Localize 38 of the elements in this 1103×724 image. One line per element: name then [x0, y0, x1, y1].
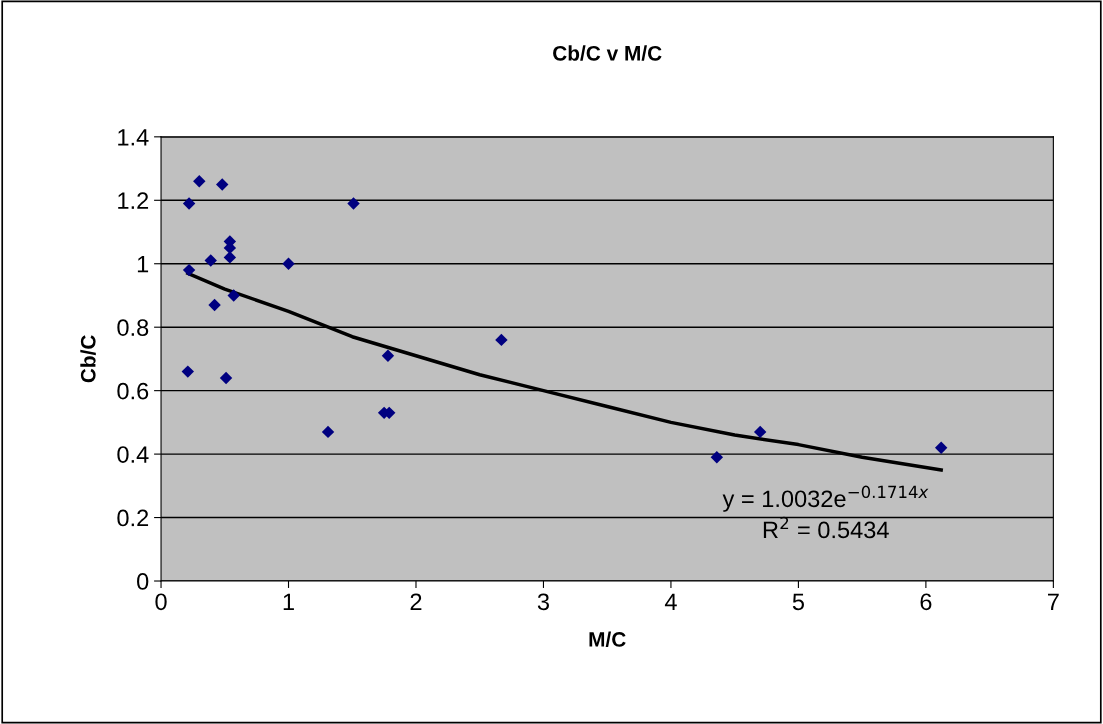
point: [321, 425, 335, 439]
x-tick-label: 1: [283, 593, 294, 610]
x-tick-label: 5: [792, 593, 804, 611]
x-tick-label: 4: [664, 593, 677, 610]
y-tick-label: 1.2: [118, 192, 149, 209]
x-tick-label: 2: [410, 593, 422, 610]
y-tick-label: 0.6: [117, 382, 149, 400]
point: [710, 451, 724, 464]
point: [219, 371, 233, 385]
y-tick-label: 1.4: [118, 129, 149, 146]
y-tick-label: 0.4: [117, 446, 149, 463]
point: [223, 251, 237, 264]
y-tick-label: 0.2: [117, 509, 149, 527]
point: [182, 263, 196, 277]
x-tick-label: 3: [537, 593, 549, 611]
x-tick-label: 6: [920, 593, 932, 611]
point: [934, 441, 948, 454]
point: [193, 175, 206, 188]
point: [753, 425, 767, 439]
annotation: y = 1.0032e$^{−0.1714x}$: [722, 485, 929, 512]
x-tick-label: 7: [1048, 593, 1059, 610]
point: [216, 178, 229, 191]
y-tick-label: 0.8: [117, 319, 149, 336]
point: [347, 197, 360, 210]
point: [381, 349, 395, 362]
point: [182, 197, 196, 210]
point: [495, 333, 508, 347]
point: [208, 298, 221, 312]
point: [227, 289, 240, 302]
x-axis-title: M/C: [589, 631, 626, 648]
x-tick-label: 0: [155, 593, 167, 611]
y-tick-label: 0: [137, 573, 149, 590]
point: [282, 257, 295, 270]
y-tick-label: 1: [137, 256, 149, 273]
chart-title: Cb/C v M/C: [553, 45, 662, 61]
point: [204, 254, 217, 267]
y-axis-title: Cb/C: [80, 335, 96, 383]
point: [181, 365, 195, 378]
